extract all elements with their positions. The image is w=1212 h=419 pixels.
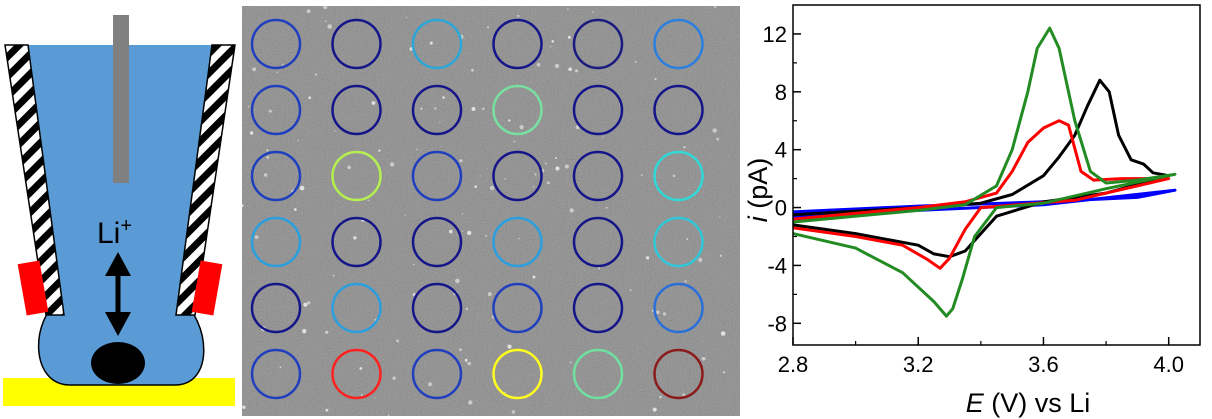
ion-label: Li+ (97, 215, 132, 250)
electrode-ring (250, 18, 302, 70)
electrode-ring (411, 150, 463, 202)
x-tick-label: 4.0 (1153, 352, 1184, 377)
electrode-ring (653, 216, 704, 268)
electrode-ring (250, 84, 302, 136)
y-tick-label: -4 (767, 253, 787, 278)
y-tick-label: -8 (767, 311, 787, 336)
electrode-ring (653, 84, 704, 136)
cv-series-line (792, 26, 1177, 318)
electrode-ring (331, 150, 382, 202)
electrode-ring (572, 84, 624, 136)
electrode-ring (411, 18, 463, 70)
y-tick-label: 0 (775, 196, 787, 221)
electrode-ring (653, 150, 704, 202)
contact-right (191, 260, 223, 316)
electrode-ring (331, 84, 382, 136)
contact-left (17, 260, 49, 316)
electrode-ring (572, 150, 624, 202)
y-tick-label: 4 (775, 138, 787, 163)
pipette-wall-left (4, 44, 65, 316)
sem-image-panel (242, 6, 740, 416)
cv-chart: 2.8 3.2 3.6 4.0 -8 -4 0 4 8 12 E (V) vs Li i (pA) (745, 4, 1201, 418)
electrode-ring (492, 216, 543, 268)
electrode-ring (250, 348, 302, 400)
electrode-ring (411, 216, 463, 268)
particle (91, 342, 145, 384)
x-axis-label: E (V) vs Li (966, 388, 1091, 418)
electrode-ring (653, 282, 704, 334)
electrode-ring (492, 18, 543, 70)
electrode-ring (572, 348, 624, 400)
y-axis-label: i (pA) (745, 158, 773, 223)
electrode-ring (572, 18, 624, 70)
cv-series-line (792, 119, 1171, 270)
electrode-ring (492, 348, 543, 400)
x-tick-label: 2.8 (778, 352, 809, 377)
electrode-ring (411, 348, 463, 400)
pipette-wall-right (175, 44, 236, 316)
arrow-head-down (105, 312, 131, 336)
arrow-head-up (105, 252, 131, 276)
x-tick-label: 3.6 (1028, 352, 1059, 377)
electrode-wire (113, 15, 129, 183)
electrode-ring (331, 18, 382, 70)
electrode-ring (492, 84, 543, 136)
electrode-ring (653, 18, 704, 70)
electrode-ring (411, 282, 463, 334)
electrode-ring (411, 84, 463, 136)
plot-frame (792, 4, 1201, 346)
electrode-ring (653, 348, 704, 400)
electrode-ring (492, 150, 543, 202)
electrode-ring (250, 216, 302, 268)
electrode-ring (331, 216, 382, 268)
electrode-ring (250, 150, 302, 202)
schematic-panel: Li+ (3, 15, 236, 406)
x-tick-label: 3.2 (903, 352, 934, 377)
y-tick-label: 12 (763, 22, 787, 47)
sem-background (242, 6, 740, 416)
electrode-ring (331, 282, 382, 334)
electrode-ring (331, 348, 382, 400)
electrode-ring (572, 282, 624, 334)
y-tick-label: 8 (775, 80, 787, 105)
electrode-ring (572, 216, 624, 268)
electrode-ring (492, 282, 543, 334)
electrode-ring (250, 282, 302, 334)
